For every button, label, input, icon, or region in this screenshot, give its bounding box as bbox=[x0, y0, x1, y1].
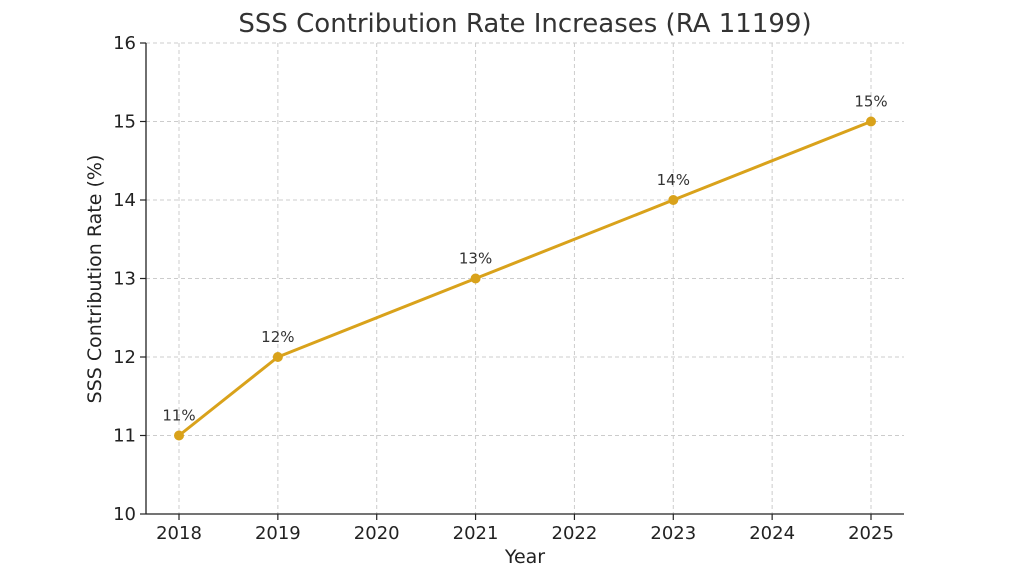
chart-title: SSS Contribution Rate Increases (RA 1119… bbox=[238, 9, 811, 39]
x-tick-label: 2020 bbox=[354, 523, 400, 544]
y-tick-label: 16 bbox=[113, 33, 136, 54]
data-label: 15% bbox=[854, 93, 887, 111]
data-point bbox=[272, 352, 283, 362]
data-label: 12% bbox=[261, 328, 294, 346]
y-tick-label: 12 bbox=[113, 347, 136, 368]
data-point bbox=[866, 116, 876, 127]
data-label: 14% bbox=[657, 171, 690, 189]
x-tick-label: 2023 bbox=[650, 523, 696, 544]
y-tick-label: 10 bbox=[113, 504, 136, 525]
data-point bbox=[174, 430, 184, 441]
series bbox=[174, 116, 876, 441]
x-tick-label: 2024 bbox=[749, 523, 795, 544]
y-axis-label: SSS Contribution Rate (%) bbox=[84, 155, 106, 404]
data-label: 13% bbox=[459, 250, 492, 268]
y-tick-label: 15 bbox=[113, 112, 136, 133]
data-labels: 11% 12% 13% 14% 15% bbox=[162, 93, 887, 425]
y-tick-label: 13 bbox=[113, 269, 136, 290]
x-tick-label: 2022 bbox=[552, 523, 598, 544]
x-tick-label: 2019 bbox=[255, 523, 301, 544]
data-point bbox=[668, 195, 679, 205]
data-point bbox=[470, 273, 481, 284]
y-tick-label: 14 bbox=[113, 190, 136, 211]
x-axis-label: Year bbox=[504, 546, 545, 568]
ticks: 2018 2019 2020 2021 2022 2023 2024 2025 10 11 12 13… bbox=[113, 33, 894, 544]
x-tick-label: 2021 bbox=[453, 523, 499, 544]
data-label: 11% bbox=[162, 407, 195, 425]
x-tick-label: 2025 bbox=[848, 523, 894, 544]
grid bbox=[146, 42, 904, 515]
x-tick-label: 2018 bbox=[156, 523, 202, 544]
y-tick-label: 11 bbox=[113, 426, 136, 447]
